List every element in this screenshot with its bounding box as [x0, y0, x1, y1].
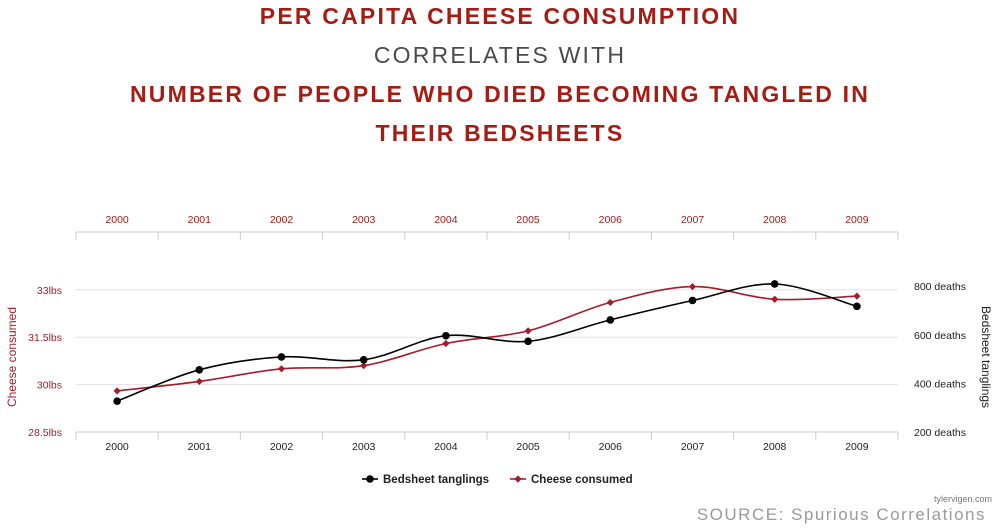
top-tick-label: 2002 [270, 214, 294, 226]
legend-bedsheet-label: Bedsheet tanglings [383, 474, 489, 486]
right-axis-title: Bedsheet tanglings [979, 306, 993, 408]
top-tick-label: 2006 [599, 214, 623, 226]
bedsheet-series-line [116, 283, 858, 402]
cheese-point [195, 377, 203, 386]
title-line-3: NUMBER OF PEOPLE WHO DIED BECOMING TANGL… [129, 81, 871, 107]
cheese-series-line [117, 285, 857, 392]
left-axis-tick-label: 31.5lbs [28, 332, 62, 344]
legend-cheese-label: Cheese consumed [531, 474, 633, 486]
top-tick-label: 2008 [763, 214, 787, 226]
bottom-tick-label: 2002 [270, 441, 294, 453]
top-tick-label: 2009 [845, 214, 869, 226]
title-line-1: PER CAPITA CHEESE CONSUMPTION [259, 3, 741, 29]
top-tick-label: 2001 [188, 214, 212, 226]
bottom-tick-label: 2001 [188, 441, 212, 453]
cheese-point [442, 339, 450, 348]
left-axis-tick-label: 30lbs [37, 380, 62, 392]
cheese-point [113, 387, 121, 395]
cheese-point [853, 292, 861, 300]
left-axis-title: Cheese consumed [5, 307, 19, 407]
legend-bedsheet-marker [366, 475, 374, 483]
source-text: SOURCE: Spurious Correlations [696, 505, 986, 524]
right-axis-tick-label: 200 deaths [914, 427, 966, 439]
top-tick-label: 2000 [105, 214, 129, 226]
credit-text: tylervigen.com [933, 494, 992, 504]
cheese-point [524, 327, 532, 335]
bedsheet-point [113, 397, 121, 405]
bedsheet-point [277, 353, 286, 361]
title-line-2: CORRELATES WITH [373, 42, 627, 68]
line-chart: 2000 2000 2001 2001 2002 2002 2003 2003 2004 2004… [5, 214, 993, 486]
right-axis-tick-label: 600 deaths [914, 330, 966, 342]
top-tick-label: 2007 [681, 214, 705, 226]
bottom-tick-label: 2009 [845, 441, 869, 453]
bottom-tick-label: 2005 [516, 441, 540, 453]
bottom-tick-label: 2008 [763, 441, 787, 453]
bedsheet-point [688, 296, 697, 305]
bottom-tick-label: 2003 [352, 441, 376, 453]
bottom-tick-label: 2004 [434, 441, 458, 453]
cheese-point [606, 298, 614, 307]
bedsheet-point [359, 356, 368, 364]
top-tick-label: 2004 [434, 214, 458, 226]
bedsheet-point [770, 280, 779, 288]
right-axis-tick-label: 800 deaths [914, 281, 966, 293]
top-tick-label: 2005 [516, 214, 540, 226]
bottom-tick-label: 2000 [105, 441, 129, 453]
cheese-point [277, 365, 286, 373]
legend-cheese-marker [514, 475, 522, 483]
bottom-tick-label: 2007 [681, 441, 705, 453]
left-axis-tick-label: 28.5lbs [28, 427, 62, 439]
bedsheet-point [853, 302, 861, 311]
bedsheet-point [606, 316, 615, 324]
bedsheet-point [524, 337, 532, 346]
cheese-point [688, 283, 697, 291]
bedsheet-point [195, 365, 204, 374]
top-tick-label: 2003 [352, 214, 376, 226]
cheese-point [771, 295, 779, 303]
bedsheet-point [442, 331, 450, 340]
bottom-tick-label: 2006 [599, 441, 623, 453]
right-axis-tick-label: 400 deaths [914, 378, 966, 390]
left-axis-tick-label: 33lbs [37, 285, 62, 297]
title-line-4: THEIR BEDSHEETS [375, 120, 625, 146]
